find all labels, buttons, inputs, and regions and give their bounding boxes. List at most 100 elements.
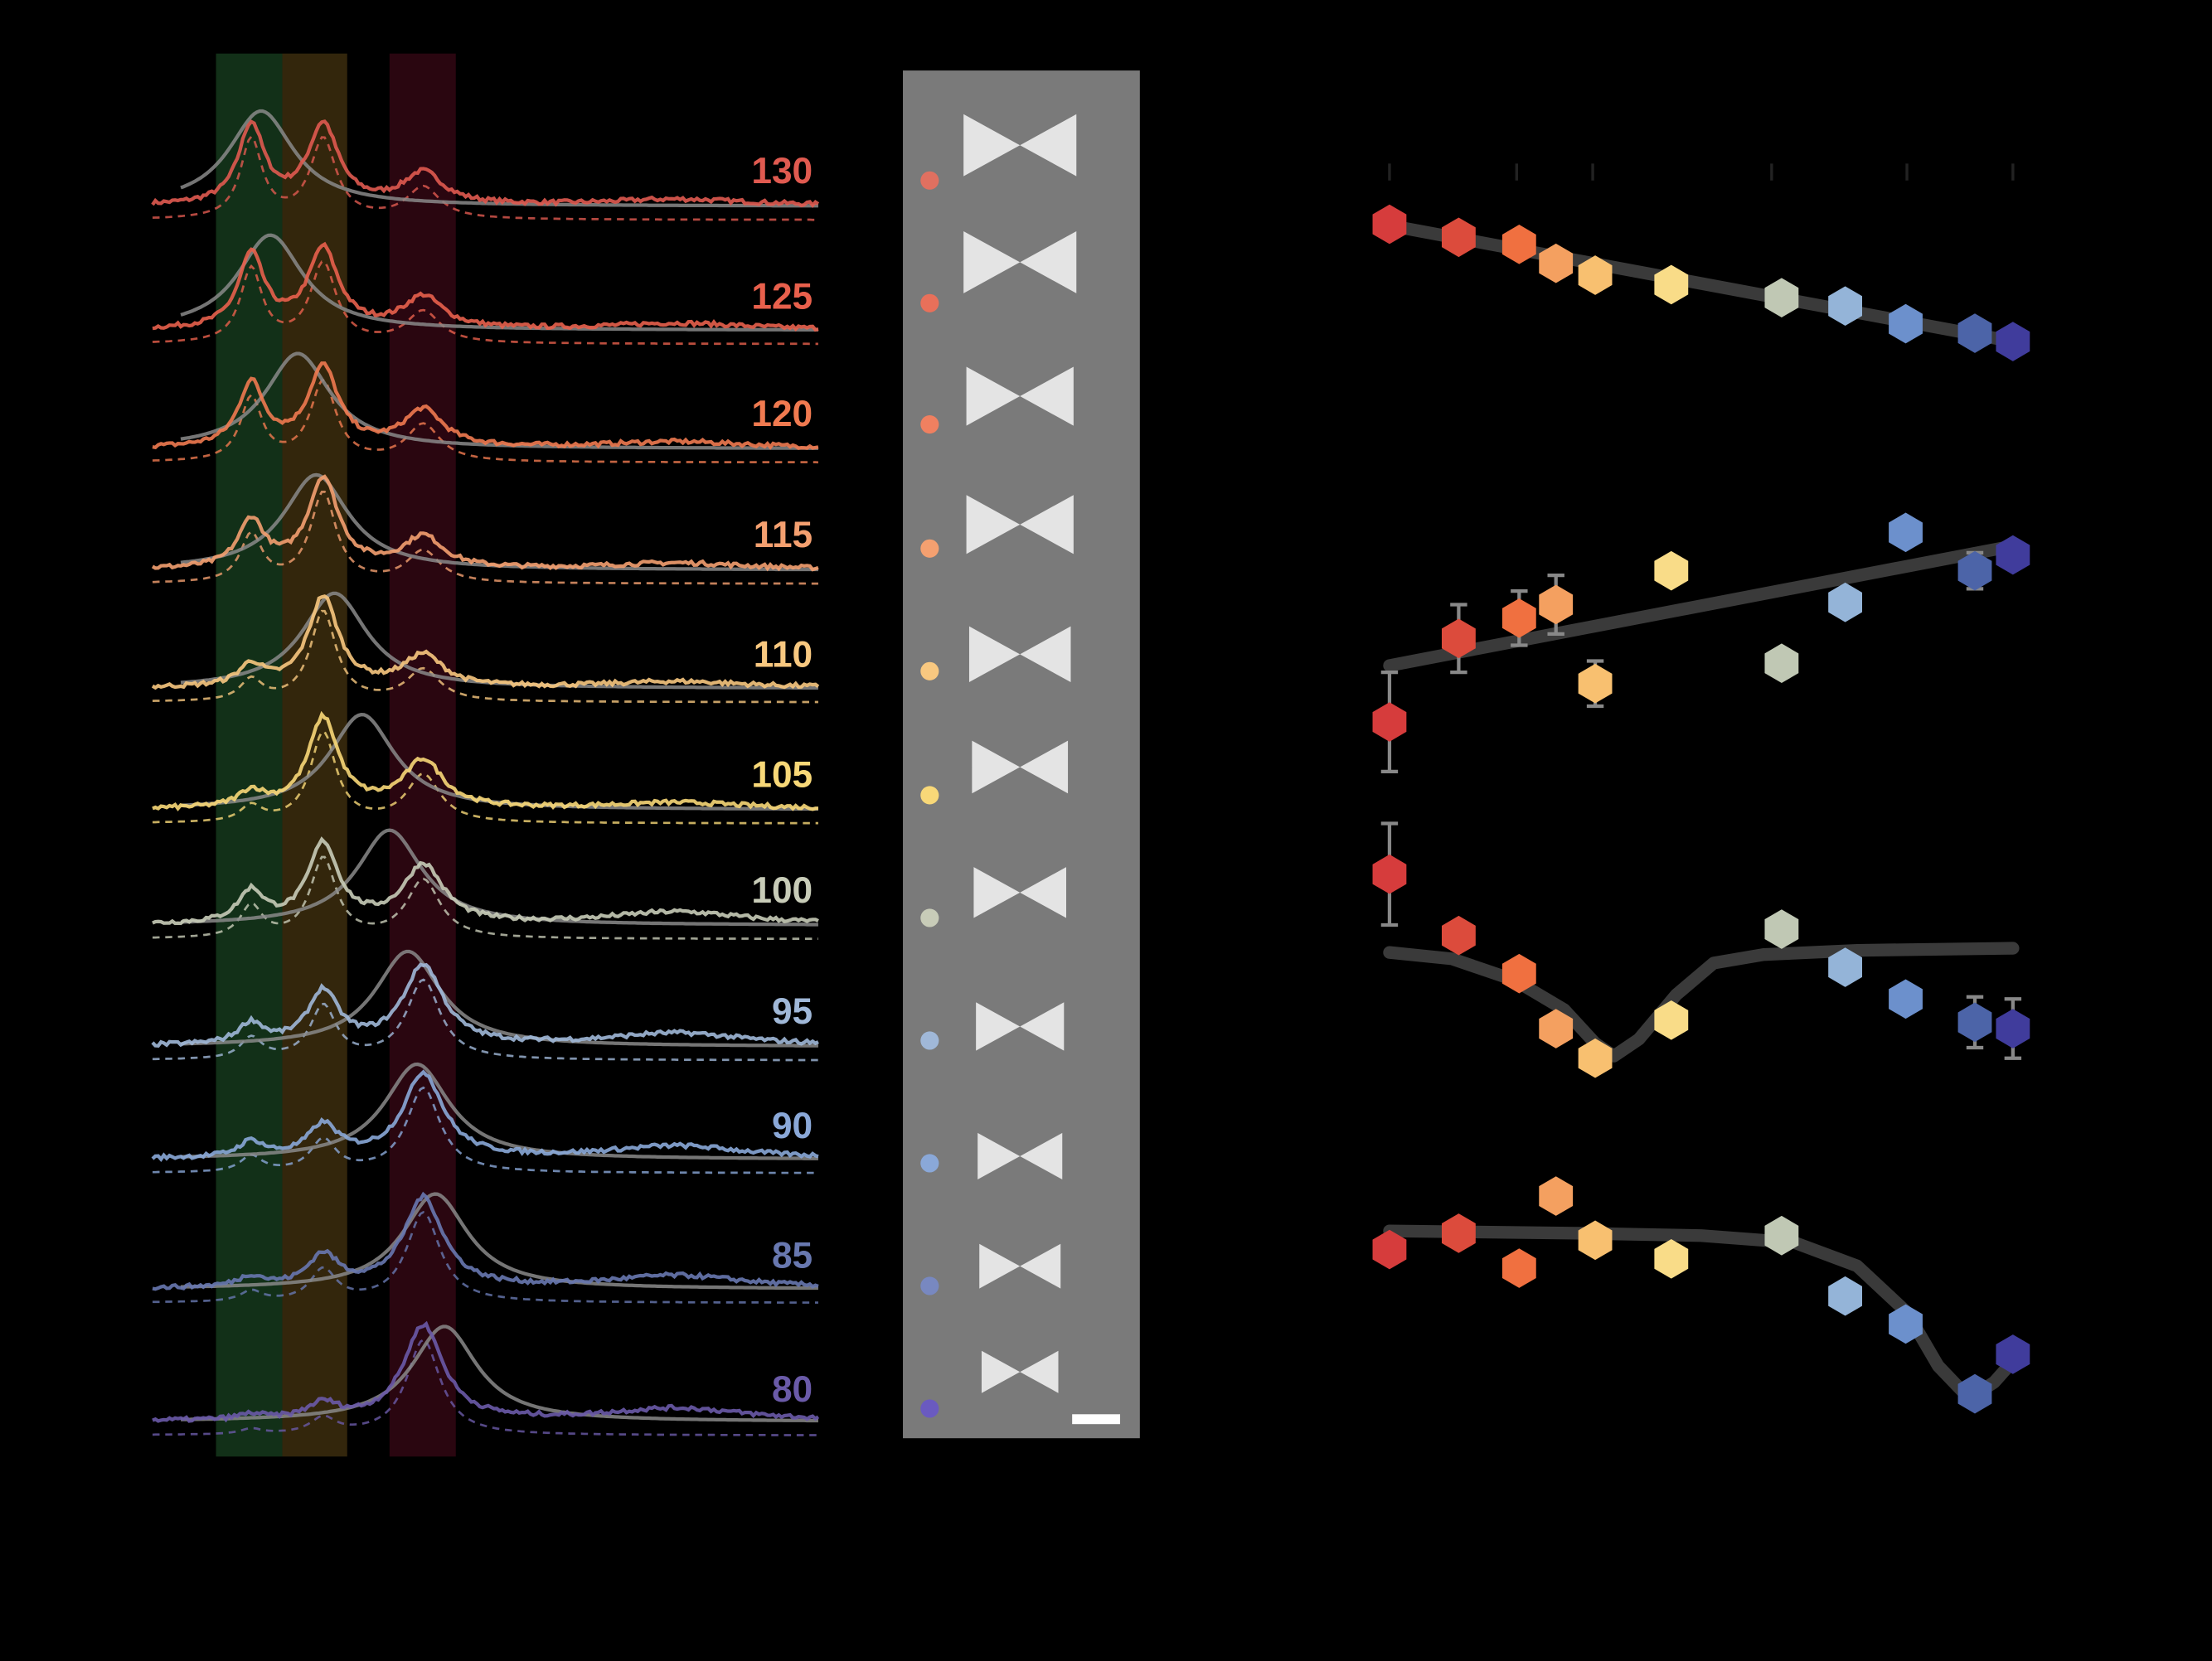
data-point <box>1996 1334 2030 1374</box>
data-point <box>1654 1239 1689 1279</box>
data-point <box>1441 1213 1476 1253</box>
model-spectrum-125 <box>152 260 818 346</box>
data-point <box>1889 1304 1923 1344</box>
data-point <box>1501 598 1536 638</box>
data-point <box>1501 1248 1536 1288</box>
row-label-125: 125 <box>751 277 813 317</box>
model-spectrum-120 <box>152 379 819 464</box>
data-point <box>1372 204 1407 245</box>
fit-curve-2 <box>1383 540 2020 672</box>
sample-marker-dot <box>920 415 939 434</box>
bowtie-nanostructure <box>972 740 1069 794</box>
measured-spectrum-90 <box>151 1069 819 1162</box>
data-point <box>1501 953 1536 994</box>
measured-spectrum-105 <box>152 710 818 811</box>
data-point <box>1764 278 1799 317</box>
measured-spectrum-80 <box>152 1320 820 1423</box>
data-point <box>1957 550 1992 591</box>
reference-spectrum-90 <box>181 1062 818 1160</box>
data-point <box>1539 1009 1574 1048</box>
row-label-85: 85 <box>772 1235 813 1276</box>
data-point <box>1957 1373 1992 1414</box>
measured-spectrum-110 <box>151 594 820 690</box>
bowtie-nanostructure <box>981 1350 1059 1393</box>
data-point <box>1764 643 1799 684</box>
scale-bar <box>1072 1414 1121 1425</box>
measured-spectrum-85 <box>152 1191 819 1291</box>
model-spectrum-105 <box>152 730 818 825</box>
data-point <box>1828 947 1863 987</box>
sample-marker-dot <box>920 908 939 927</box>
row-label-115: 115 <box>754 515 813 555</box>
data-point <box>1578 1038 1613 1078</box>
spectra-panel <box>151 53 820 1457</box>
row-label-105: 105 <box>751 754 813 795</box>
data-point <box>1539 1176 1574 1216</box>
data-point <box>1441 618 1476 659</box>
data-point <box>1996 535 2030 575</box>
data-point <box>1764 909 1799 949</box>
data-point <box>1578 1220 1613 1261</box>
model-spectrum-90 <box>152 1086 818 1174</box>
data-point <box>1539 243 1574 283</box>
data-point <box>1996 1009 2030 1048</box>
highlight-band <box>216 53 283 1457</box>
data-point <box>1957 313 1992 353</box>
reference-spectrum-125 <box>180 233 818 332</box>
measured-spectrum-125 <box>152 241 819 332</box>
data-point <box>1828 286 1863 326</box>
measured-spectrum-95 <box>151 962 819 1048</box>
highlight-band <box>389 53 456 1457</box>
data-point <box>1501 225 1536 264</box>
measured-spectrum-100 <box>152 836 819 926</box>
bowtie-nanostructure <box>976 1002 1065 1051</box>
row-label-90: 90 <box>772 1106 813 1146</box>
data-point <box>1372 1229 1407 1270</box>
reference-spectrum-85 <box>180 1192 818 1291</box>
data-point <box>1441 217 1476 258</box>
model-spectrum-95 <box>152 978 818 1062</box>
data-point <box>1372 854 1407 894</box>
bowtie-nanostructure <box>979 1243 1061 1289</box>
model-spectrum-80 <box>152 1338 818 1436</box>
data-point <box>1578 663 1613 704</box>
sample-marker-dot <box>920 1154 939 1173</box>
data-point <box>1654 264 1689 305</box>
sample-marker-dot <box>920 293 939 312</box>
micrograph-strip <box>903 70 1140 1439</box>
model-spectrum-85 <box>152 1210 818 1304</box>
row-label-110: 110 <box>754 635 813 676</box>
row-label-80: 80 <box>772 1369 813 1410</box>
data-point <box>1654 550 1689 591</box>
data-point <box>1828 1276 1863 1316</box>
data-point <box>1764 1215 1799 1256</box>
sample-marker-dot <box>920 1399 939 1418</box>
row-label-100: 100 <box>751 870 813 911</box>
row-label-120: 120 <box>751 394 813 434</box>
data-point <box>1578 255 1613 295</box>
trend-panels <box>1372 163 2030 1414</box>
model-spectrum-110 <box>152 609 818 704</box>
reference-spectrum-95 <box>180 949 818 1048</box>
data-point <box>1654 1000 1689 1040</box>
model-spectrum-130 <box>152 134 818 221</box>
row-label-95: 95 <box>772 991 813 1032</box>
data-point <box>1828 582 1863 622</box>
sample-marker-dot <box>920 1031 939 1050</box>
reference-spectrum-80 <box>180 1324 818 1423</box>
data-point <box>1372 702 1407 742</box>
row-label-130: 130 <box>751 151 813 191</box>
data-point <box>1889 979 1923 1019</box>
data-point <box>1441 915 1476 956</box>
data-point <box>1957 1002 1992 1043</box>
sample-marker-dot <box>920 661 939 680</box>
highlight-band <box>282 53 347 1457</box>
sample-marker-dot <box>920 786 939 805</box>
measured-spectrum-130 <box>151 119 820 209</box>
reference-spectrum-100 <box>181 828 818 927</box>
size-labels: 130 125 120 115 110 105 100 95 90 85 80 <box>751 151 813 1410</box>
reference-spectrum-130 <box>180 109 818 208</box>
data-point <box>1889 303 1923 344</box>
sample-marker-dot <box>920 1276 939 1295</box>
